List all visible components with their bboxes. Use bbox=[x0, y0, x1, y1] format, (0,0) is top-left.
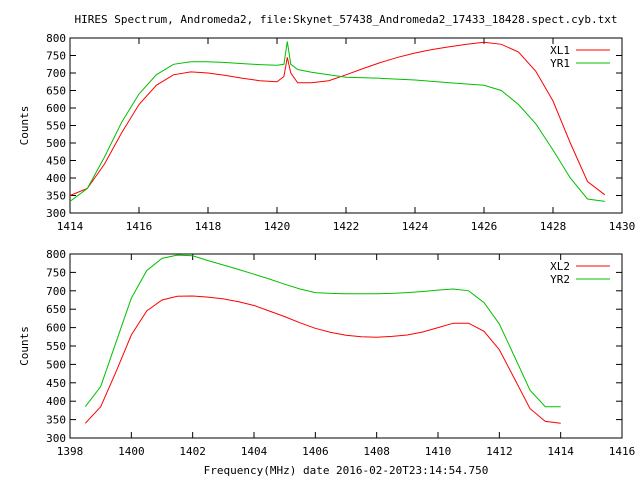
x-tick-label: 1430 bbox=[609, 220, 636, 233]
x-tick-label: 1404 bbox=[241, 445, 268, 458]
y-tick-label: 350 bbox=[46, 414, 66, 427]
y-tick-label: 650 bbox=[46, 85, 66, 98]
x-tick-label: 1414 bbox=[57, 220, 84, 233]
x-tick-label: 1424 bbox=[402, 220, 429, 233]
y-tick-label: 350 bbox=[46, 190, 66, 203]
x-tick-label: 1428 bbox=[540, 220, 567, 233]
top-panel: 300 350 400 450 500 550 600 650 700 750 800 1414 141… bbox=[18, 32, 635, 233]
x-tick-label: 1402 bbox=[179, 445, 206, 458]
y-tick-label: 600 bbox=[46, 322, 66, 335]
x-tick-label: 1406 bbox=[302, 445, 329, 458]
y-axis-label: Counts bbox=[18, 106, 31, 146]
x-tick-label: 1422 bbox=[333, 220, 360, 233]
x-tick-label: 1408 bbox=[363, 445, 390, 458]
y-tick-label: 750 bbox=[46, 266, 66, 279]
x-axis-label: Frequency(MHz) date 2016-02-20T23:14:54.… bbox=[204, 464, 489, 477]
y-tick-label: 550 bbox=[46, 120, 66, 133]
x-tick-label: 1412 bbox=[486, 445, 513, 458]
y-tick-label: 700 bbox=[46, 67, 66, 80]
plot-frame bbox=[69, 253, 623, 439]
legend-label: YR1 bbox=[550, 57, 570, 70]
x-tick-label: 1414 bbox=[547, 445, 574, 458]
y-tick-label: 650 bbox=[46, 303, 66, 316]
y-tick-label: 700 bbox=[46, 285, 66, 298]
y-tick-label: 500 bbox=[46, 358, 66, 371]
y-tick-label: 750 bbox=[46, 50, 66, 63]
x-tick-label: 1418 bbox=[195, 220, 222, 233]
y-axis-label: Counts bbox=[18, 326, 31, 366]
y-tick-label: 400 bbox=[46, 172, 66, 185]
y-tick-label: 800 bbox=[46, 248, 66, 261]
series-line-xl1 bbox=[69, 41, 606, 196]
x-tick-label: 1416 bbox=[126, 220, 153, 233]
x-tick-label: 1398 bbox=[57, 445, 84, 458]
x-tick-label: 1420 bbox=[264, 220, 291, 233]
legend-label: XL1 bbox=[550, 44, 570, 57]
y-tick-label: 300 bbox=[46, 432, 66, 445]
chart-title: HIRES Spectrum, Andromeda2, file:Skynet_… bbox=[74, 13, 617, 26]
y-tick-label: 800 bbox=[46, 32, 66, 45]
y-tick-label: 450 bbox=[46, 155, 66, 168]
y-tick-label: 500 bbox=[46, 137, 66, 150]
y-tick-label: 450 bbox=[46, 377, 66, 390]
y-tick-label: 550 bbox=[46, 340, 66, 353]
x-tick-label: 1426 bbox=[471, 220, 498, 233]
series-line-yr2 bbox=[84, 254, 561, 408]
bottom-panel: 300 350 400 450 500 550 600 650 700 750 800 1398 140… bbox=[18, 248, 635, 458]
y-tick-label: 600 bbox=[46, 102, 66, 115]
y-tick-label: 300 bbox=[46, 207, 66, 220]
legend-label: YR2 bbox=[550, 273, 570, 286]
series-line-yr1 bbox=[69, 41, 605, 202]
x-tick-label: 1410 bbox=[425, 445, 452, 458]
plot-frame bbox=[69, 37, 623, 214]
series-line-xl2 bbox=[84, 295, 561, 424]
x-tick-label: 1416 bbox=[609, 445, 636, 458]
legend-label: XL2 bbox=[550, 260, 570, 273]
x-tick-label: 1400 bbox=[118, 445, 145, 458]
y-tick-label: 400 bbox=[46, 395, 66, 408]
